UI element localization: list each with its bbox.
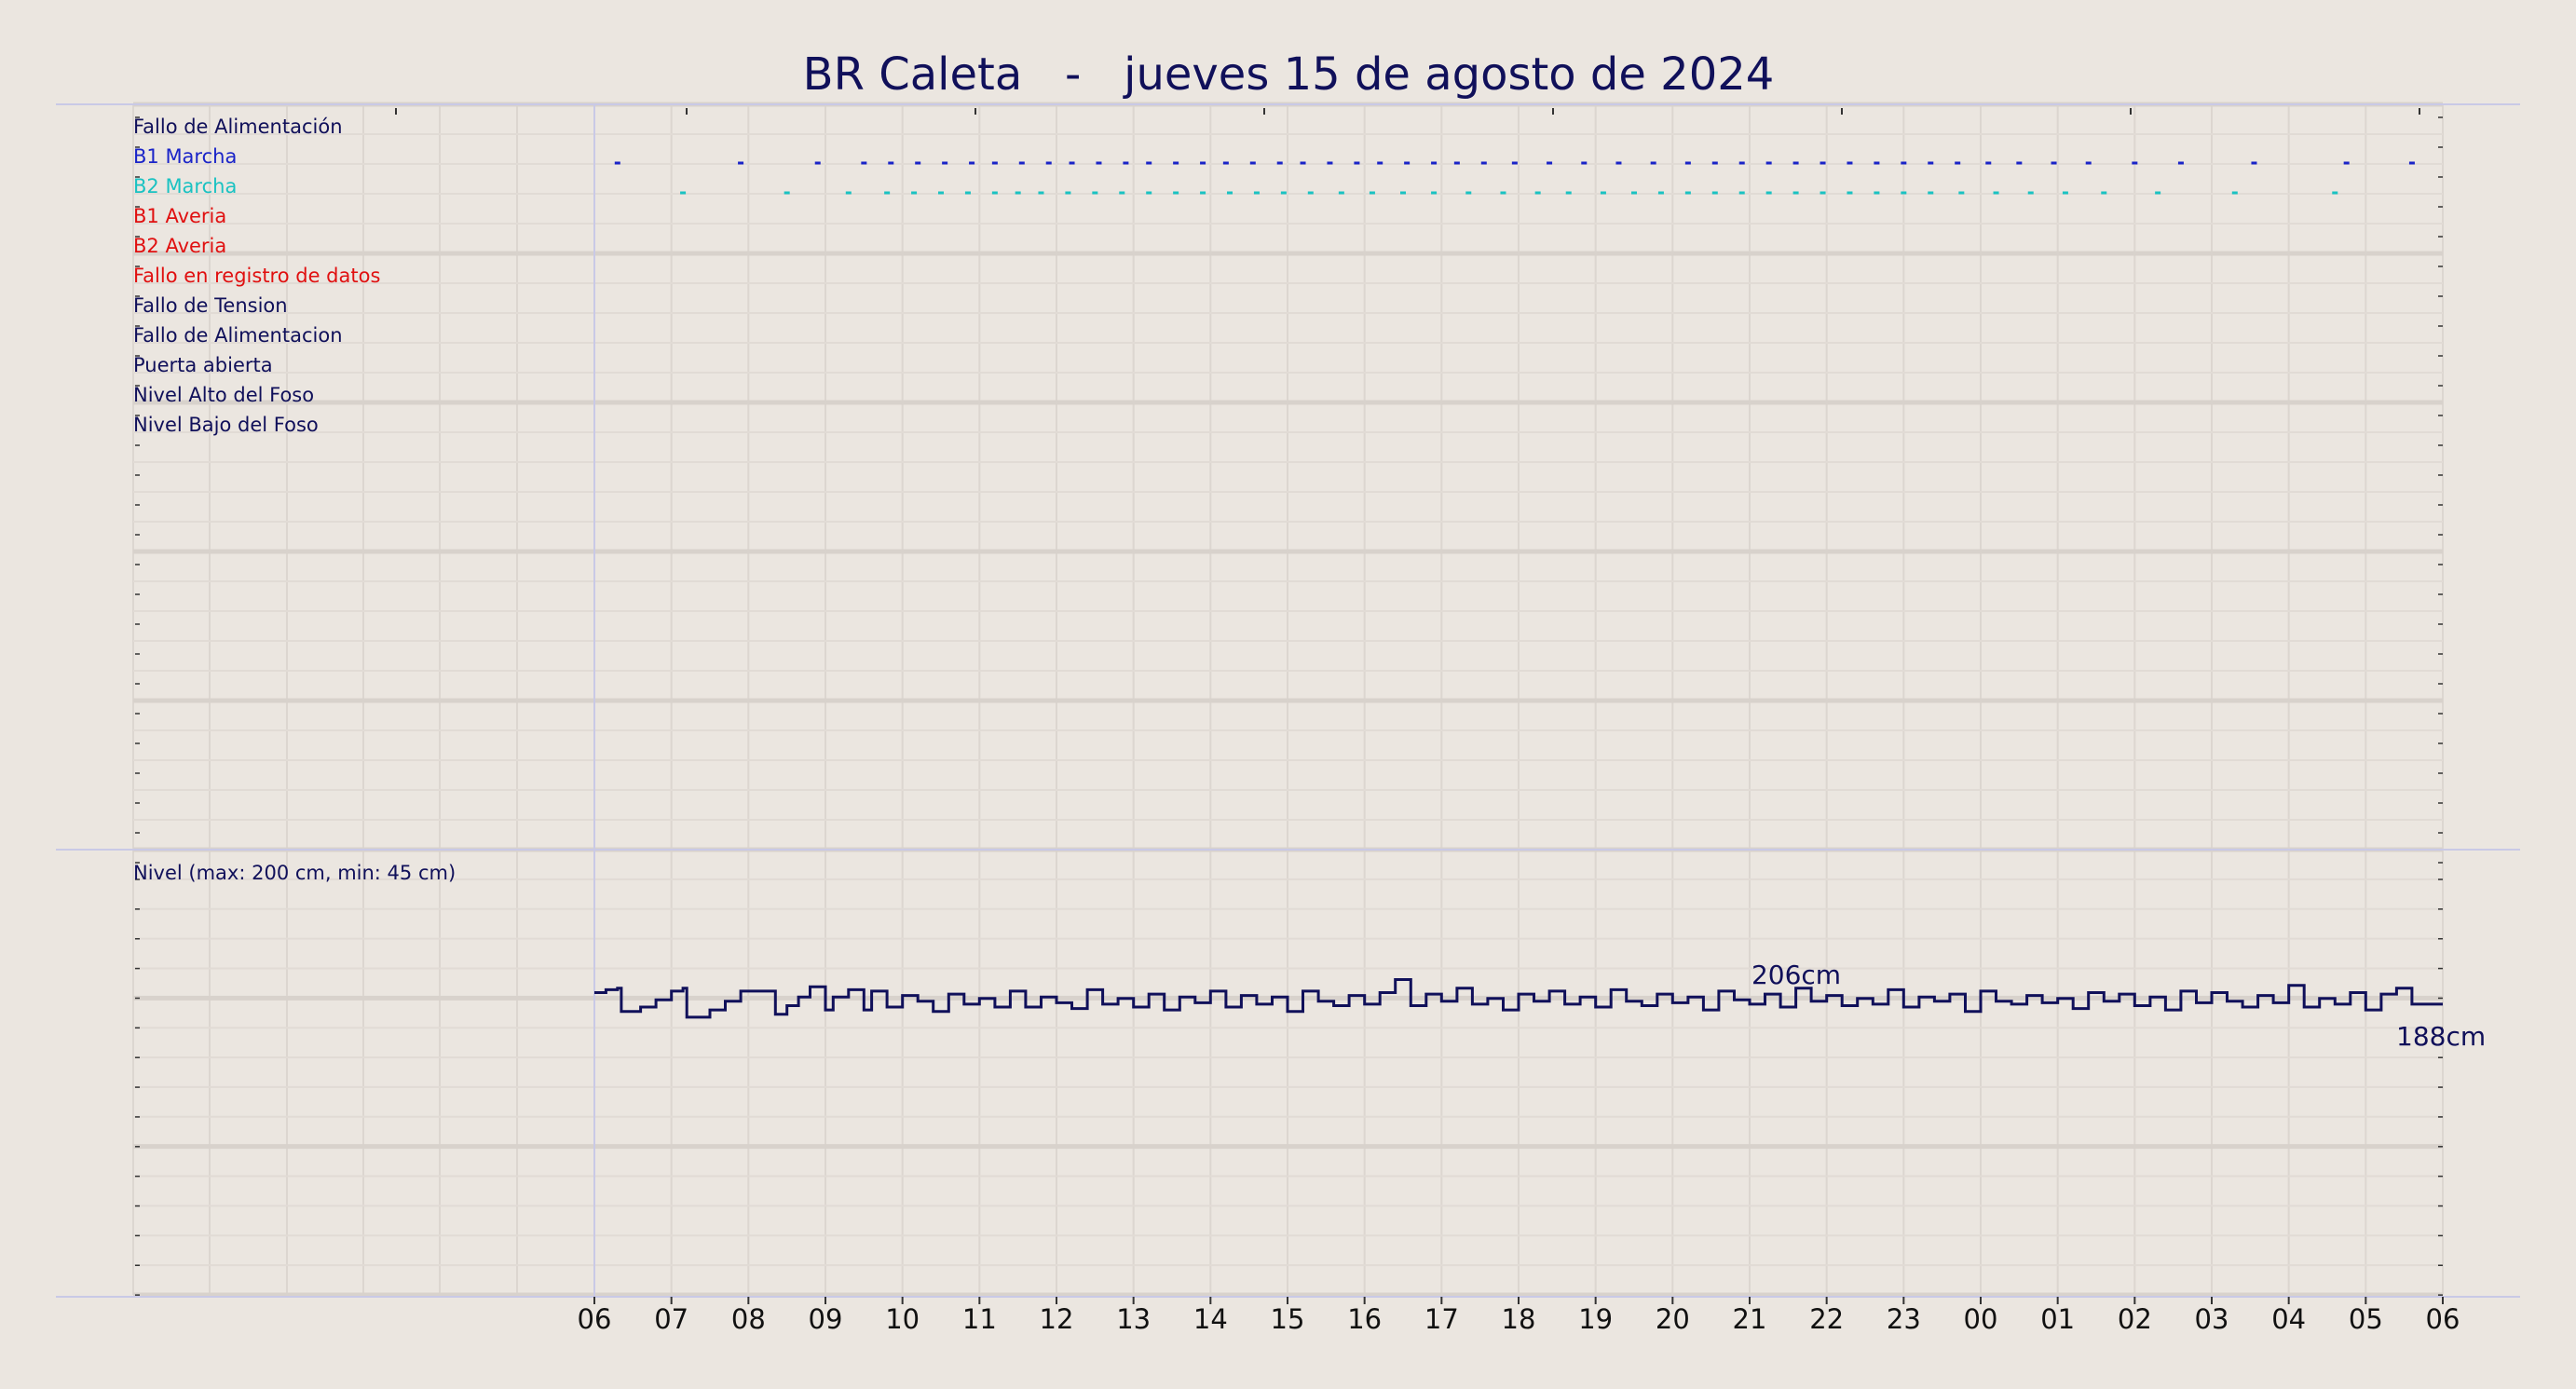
x-tick-label: 00 bbox=[1964, 1303, 1998, 1335]
x-tick-label: 06 bbox=[578, 1303, 612, 1335]
x-tick-label: 03 bbox=[2195, 1303, 2229, 1335]
x-tick-label: 14 bbox=[1193, 1303, 1228, 1335]
signal-label: B2 Marcha bbox=[133, 175, 237, 197]
max-level-annotation: 206cm bbox=[1751, 960, 1841, 990]
signal-label: Fallo en registro de datos bbox=[133, 265, 380, 287]
level-series bbox=[594, 978, 2443, 1019]
x-tick-label: 09 bbox=[809, 1303, 843, 1335]
x-tick-label: 22 bbox=[1809, 1303, 1844, 1335]
x-tick-label: 16 bbox=[1347, 1303, 1382, 1335]
x-tick-label: 11 bbox=[962, 1303, 997, 1335]
x-tick-label: 19 bbox=[1578, 1303, 1613, 1335]
x-tick-label: 13 bbox=[1116, 1303, 1151, 1335]
signal-label: Fallo de Alimentacion bbox=[133, 324, 343, 347]
signal-label: Fallo de Alimentación bbox=[133, 116, 343, 138]
x-tick-label: 10 bbox=[885, 1303, 920, 1335]
signal-label: B1 Marcha bbox=[133, 145, 237, 168]
signal-events bbox=[614, 161, 2415, 195]
signal-label: Nivel Bajo del Foso bbox=[133, 414, 319, 436]
x-tick-label: 06 bbox=[2426, 1303, 2460, 1335]
x-tick-label: 01 bbox=[2040, 1303, 2075, 1335]
x-tick-label: 02 bbox=[2118, 1303, 2152, 1335]
chart-title: BR Caleta - jueves 15 de agosto de 2024 bbox=[803, 48, 1775, 101]
x-tick-label: 07 bbox=[654, 1303, 688, 1335]
x-axis-ticks: 06 07 08 09 10 11 12 13 14 15 16 17 18 19 20 21 22 23 00 01… bbox=[578, 1297, 2460, 1335]
x-tick-label: 17 bbox=[1424, 1303, 1459, 1335]
signal-label: Nivel Alto del Foso bbox=[133, 384, 314, 406]
x-tick-label: 18 bbox=[1502, 1303, 1536, 1335]
signal-labels: Fallo de Alimentación B1 Marcha B2 Marcha B… bbox=[133, 116, 380, 436]
level-line bbox=[594, 978, 2443, 1019]
signal-label: Puerta abierta bbox=[133, 354, 273, 376]
x-tick-label: 12 bbox=[1040, 1303, 1074, 1335]
x-tick-label: 08 bbox=[731, 1303, 766, 1335]
signal-label: B2 Averia bbox=[133, 235, 226, 257]
x-tick-label: 15 bbox=[1271, 1303, 1305, 1335]
x-tick-label: 20 bbox=[1656, 1303, 1690, 1335]
x-tick-label: 05 bbox=[2349, 1303, 2383, 1335]
signal-label: Fallo de Tension bbox=[133, 294, 288, 317]
x-tick-label: 04 bbox=[2271, 1303, 2306, 1335]
signal-label: B1 Averia bbox=[133, 205, 226, 227]
x-tick-label: 23 bbox=[1887, 1303, 1921, 1335]
x-tick-label: 21 bbox=[1733, 1303, 1767, 1335]
level-panel-label: Nivel (max: 200 cm, min: 45 cm) bbox=[133, 862, 456, 884]
last-level-annotation: 188cm bbox=[2396, 1021, 2486, 1052]
grid bbox=[132, 102, 2444, 1298]
